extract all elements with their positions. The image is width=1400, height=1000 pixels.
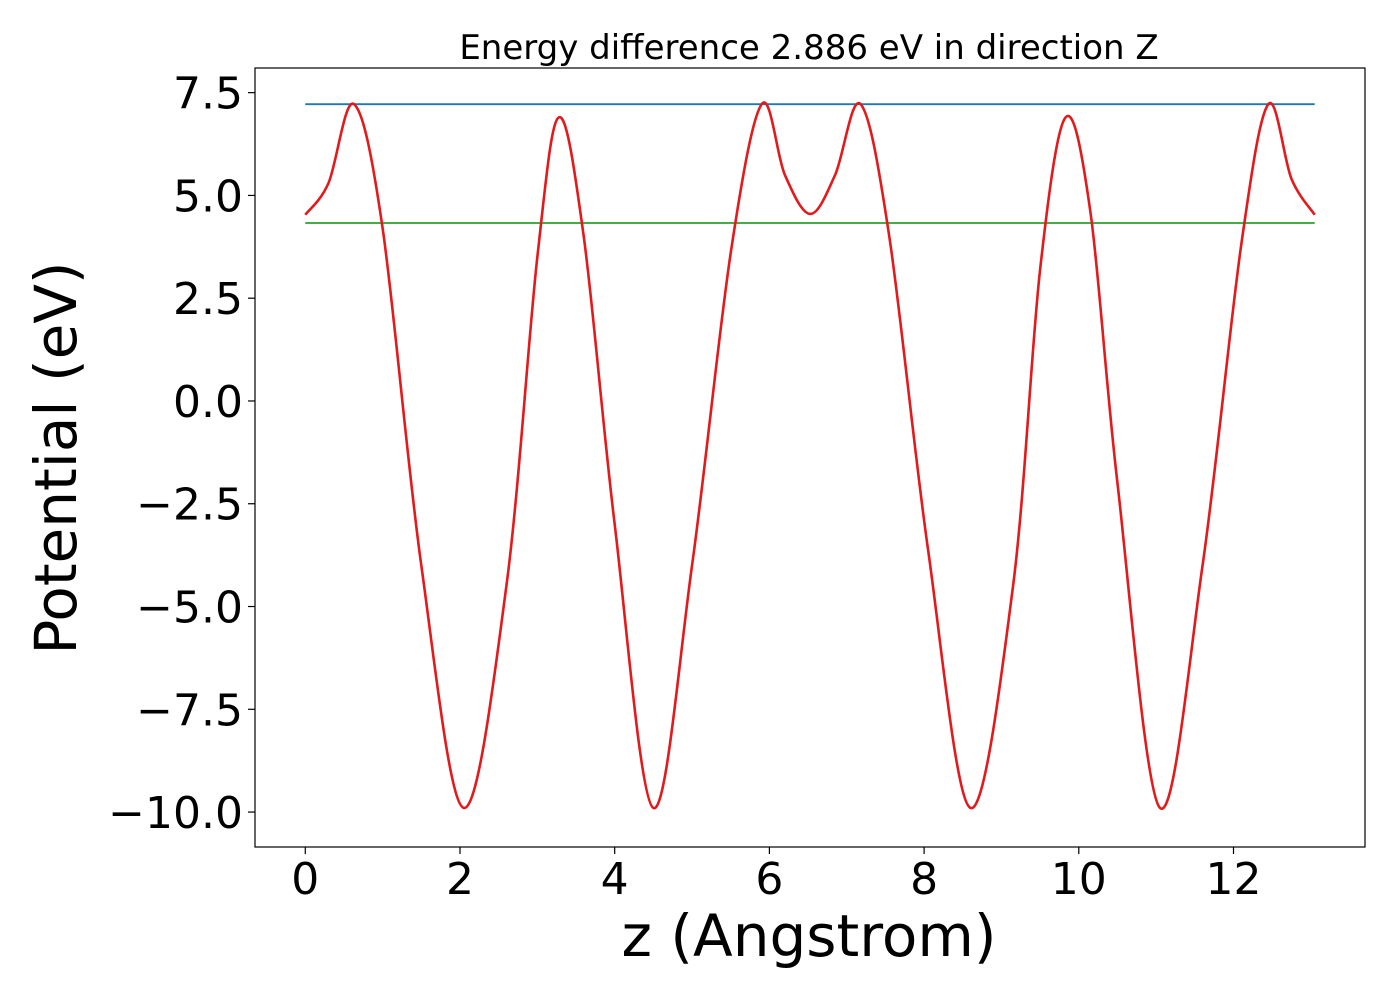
series-line-2 — [304, 101, 1316, 810]
x-axis-ticks: 0 2 4 6 8 10 12 — [291, 847, 1262, 905]
y-tick-label: −2.5 — [136, 480, 243, 531]
chart-title: Energy difference 2.886 eV in direction … — [459, 28, 1158, 68]
series-layer — [304, 101, 1316, 810]
x-tick-label: 2 — [446, 854, 474, 905]
x-tick-label: 10 — [1051, 854, 1107, 905]
y-tick-label: 7.5 — [173, 69, 243, 120]
y-tick-label: −5.0 — [136, 583, 243, 634]
x-tick-label: 12 — [1206, 854, 1262, 905]
plot-frame — [254, 67, 1366, 848]
x-tick-label: 4 — [601, 854, 629, 905]
x-tick-label: 0 — [291, 854, 319, 905]
y-tick-label: 0.0 — [173, 377, 243, 428]
y-tick-label: −7.5 — [136, 685, 243, 736]
y-axis-label: Potential (eV) — [22, 261, 90, 654]
y-axis-ticks: 7.5 5.0 2.5 0.0 −2.5 −5.0 −7.5 −10.0 — [108, 69, 255, 839]
x-tick-label: 8 — [910, 854, 938, 905]
x-tick-label: 6 — [755, 854, 783, 905]
y-tick-label: 5.0 — [173, 171, 243, 222]
y-tick-label: 2.5 — [173, 274, 243, 325]
x-axis-label: z (Angstrom) — [622, 902, 997, 970]
y-tick-label: −10.0 — [108, 788, 243, 839]
